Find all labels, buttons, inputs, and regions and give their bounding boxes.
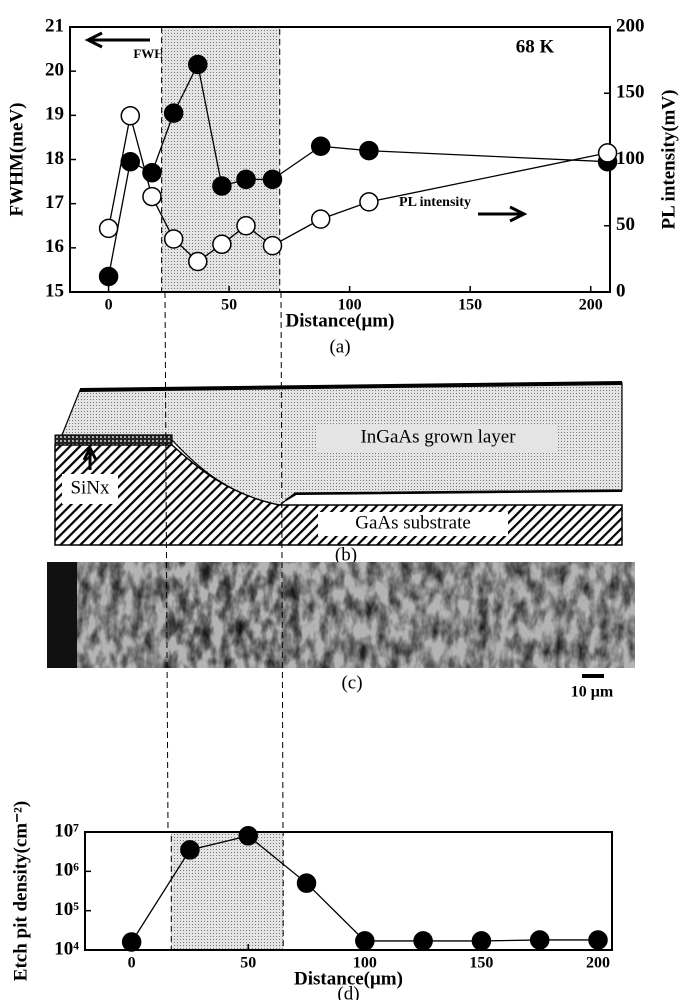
label-backdrop (318, 512, 508, 536)
mask-shape (54, 434, 173, 446)
y-tick-label: 10⁵ (54, 899, 79, 920)
data-point (121, 932, 142, 952)
data-point (98, 266, 119, 287)
panel-label: (c) (341, 672, 362, 693)
data-point (310, 209, 331, 229)
interface-line (285, 490, 623, 501)
substrate-label: GaAs substrate (355, 512, 471, 533)
x-tick-label: 150 (458, 297, 482, 314)
plot-frame (84, 831, 613, 951)
data-point (236, 169, 256, 190)
data-point (262, 235, 283, 256)
data-point (597, 143, 618, 163)
annotation-arrow (84, 31, 150, 49)
data-point (310, 136, 331, 156)
guide-line (164, 291, 169, 833)
data-point (262, 169, 283, 190)
data-point (296, 873, 317, 893)
y-tick-label: 16 (45, 236, 64, 257)
data-point (359, 140, 379, 161)
y2-tick-label: 200 (616, 15, 645, 36)
x-tick-label: 0 (105, 297, 113, 314)
x-tick-label: 200 (586, 955, 610, 972)
data-point (359, 192, 379, 212)
y2-tick-label: 50 (616, 214, 635, 235)
y2-tick-label: 150 (616, 82, 645, 103)
micrograph-edge (47, 562, 77, 668)
layer-label: InGaAs grown layer (360, 426, 516, 447)
y2-tick-label: 100 (616, 148, 645, 169)
y-tick-label: 19 (45, 104, 64, 125)
y-tick-label: 17 (45, 192, 65, 213)
panel-label: (d) (337, 983, 359, 1000)
data-point (120, 151, 141, 172)
y-tick-label: 10⁷ (54, 820, 79, 841)
y-tick-label: 10⁴ (54, 938, 79, 959)
x-tick-label: 150 (469, 955, 493, 972)
data-point (413, 931, 433, 951)
data-point (588, 930, 608, 950)
data-point (163, 103, 184, 123)
annotation-arrow (478, 205, 528, 223)
y-tick-label: 18 (45, 148, 64, 169)
y2-tick-label: 0 (616, 280, 626, 301)
y-tick-label: 20 (45, 60, 64, 81)
x-tick-label: 200 (579, 297, 603, 314)
micrograph-texture (47, 562, 635, 668)
data-point (355, 931, 375, 951)
schematic: InGaAs grown layer SiNx GaAs substrate (… (54, 381, 623, 565)
panel-label: (b) (335, 544, 357, 565)
defect-zone (165, 562, 305, 668)
data-point (188, 54, 208, 75)
chart: 0 50 100 150 200 10⁴ 10⁵ 10⁶ 10⁷ Distance(μm)(d) E… (10, 801, 613, 1000)
x-tick-label: 50 (221, 297, 237, 314)
y-tick-label: 15 (45, 280, 64, 301)
y2-axis-label: PL intensity(mV) (658, 90, 679, 230)
scale-bar-label: 10 μm (571, 684, 614, 701)
data-point (471, 931, 492, 951)
guide-line (280, 291, 284, 833)
label-backdrop (318, 425, 558, 451)
data-point (188, 251, 208, 272)
chart: 0 50 100 150 200 15 16 17 18 19 20 21 0 50 100 150 200 Di… (6, 15, 679, 357)
label-backdrop (62, 474, 118, 504)
x-tick-label: 100 (353, 955, 377, 972)
data-point (142, 163, 162, 183)
data-point (212, 176, 232, 196)
panel-label: (a) (329, 336, 350, 357)
x-axis-label: Distance(μm) (286, 310, 395, 331)
temperature-note: 68 K (516, 36, 555, 57)
data-point (529, 930, 550, 950)
y-tick-label: 10⁶ (54, 860, 79, 881)
mask-label: SiNx (70, 477, 110, 498)
data-point (236, 216, 256, 236)
micrograph: 10 μm (c) (47, 562, 635, 701)
y-axis-label: FWHM(meV) (6, 103, 27, 217)
data-point (163, 229, 184, 249)
x-tick-label: 100 (338, 297, 362, 314)
annotation: PL intensity (399, 195, 471, 210)
data-point (98, 218, 119, 239)
mask-arrow (82, 444, 98, 470)
data-point (212, 234, 232, 255)
x-axis-label: Distance(μm) (294, 968, 403, 989)
x-tick-label: 50 (240, 955, 256, 972)
data-point (120, 106, 141, 126)
layer-surface (79, 381, 623, 392)
y-axis-label: Etch pit density(cm⁻²) (10, 801, 31, 981)
x-tick-label: 0 (128, 955, 136, 972)
y-tick-label: 21 (45, 15, 64, 36)
data-point (142, 186, 162, 207)
data-point (238, 826, 258, 846)
data-point (180, 840, 200, 860)
